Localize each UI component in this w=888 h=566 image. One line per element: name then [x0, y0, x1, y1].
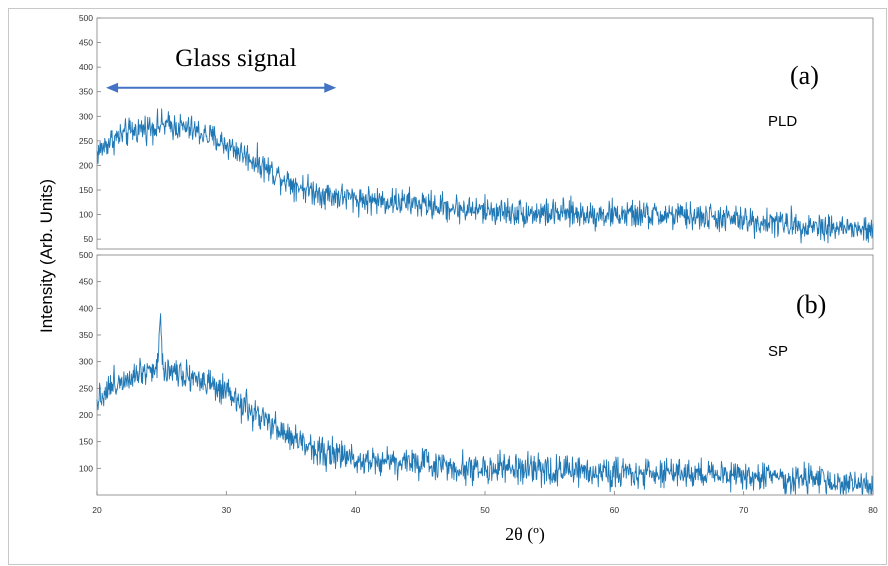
panel-a-y-tick-label: 300	[79, 111, 93, 121]
panel-a-y-tick-label: 250	[79, 136, 93, 146]
panel-b-y-tick-label: 200	[79, 410, 93, 420]
panel-a-frame	[96, 17, 874, 250]
panel-a-xrd-trace	[96, 108, 874, 244]
panel-b-y-tick-label: 350	[79, 330, 93, 340]
panel-a-y-tick-label: 100	[79, 210, 93, 220]
panel-a-y-tick-label: 400	[79, 62, 93, 72]
panel-a-y-tick-label: 450	[79, 38, 93, 48]
panel-a-plot: 50 100 150 200 250 300 350 400 450 500	[79, 13, 874, 244]
x-tick-label: 70	[739, 505, 749, 515]
x-tick-label: 30	[222, 505, 232, 515]
x-tick-label: 60	[610, 505, 620, 515]
panel-b-y-tick-label: 300	[79, 357, 93, 367]
panel-a-method-label: PLD	[768, 113, 797, 130]
arrow-head-left	[106, 82, 119, 93]
glass-signal-arrow	[106, 82, 337, 93]
x-axis-label: 2θ (º)	[505, 524, 545, 545]
arrow-head-right	[324, 82, 337, 93]
panel-b-y-tick-label: 450	[79, 277, 93, 287]
panel-a-y-tick-label: 200	[79, 160, 93, 170]
panel-b-xrd-trace	[96, 313, 874, 495]
x-tick-label: 50	[480, 505, 490, 515]
panel-a-y-tick-label: 50	[84, 234, 94, 244]
panel-b-y-tick-label: 500	[79, 250, 93, 260]
panel-b-y-tick-label: 150	[79, 437, 93, 447]
panel-a-y-tick-label: 350	[79, 87, 93, 97]
x-tick-label: 20	[92, 505, 102, 515]
panel-a-y-tick-label: 150	[79, 185, 93, 195]
panel-b-plot: 100 150 200 250 300 350 400 450 500	[79, 250, 874, 495]
panel-b-frame	[96, 254, 874, 496]
panel-a-y-tick-label: 500	[79, 13, 93, 23]
x-tick-label: 80	[868, 505, 878, 515]
glass-signal-label: Glass signal	[175, 45, 297, 72]
panel-b-y-tick-label: 100	[79, 463, 93, 473]
panel-b-y-tick-label: 400	[79, 303, 93, 313]
panel-b-method-label: SP	[768, 343, 788, 360]
panel-b-letter: (b)	[796, 290, 826, 319]
x-tick-label: 40	[351, 505, 361, 515]
panel-a-letter: (a)	[790, 61, 819, 90]
y-axis-label: Intensity (Arb. Units)	[37, 179, 56, 333]
x-axis: 20 30 40 50 60 70 80	[92, 491, 878, 515]
panel-b-y-tick-label: 250	[79, 383, 93, 393]
figure-border	[8, 8, 887, 565]
